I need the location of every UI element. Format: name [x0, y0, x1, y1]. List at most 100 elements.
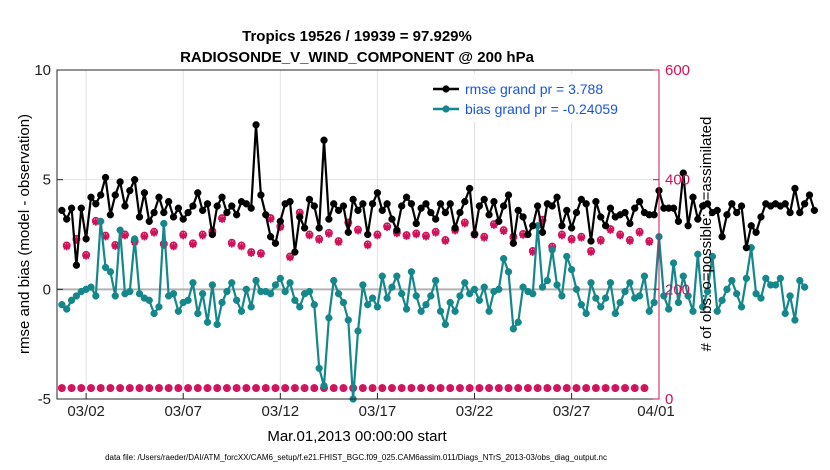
obs-assimilated-stroke — [150, 229, 158, 237]
rmse-point — [111, 191, 119, 199]
obs-assimilated-stroke — [165, 384, 172, 392]
bias-point — [354, 327, 362, 335]
bias-point — [228, 279, 236, 287]
rmse-point — [548, 202, 556, 210]
bias-point — [499, 254, 508, 263]
obs-assimilated-marker — [242, 384, 251, 392]
obs-assimilated-marker — [184, 384, 192, 392]
bias-point — [373, 303, 382, 311]
obs-assimilated-stroke — [544, 384, 551, 392]
obs-assimilated-stroke — [442, 237, 449, 245]
bias-point — [504, 268, 513, 276]
obs-assimilated-marker — [553, 384, 561, 392]
obs-assimilated-stroke — [616, 232, 624, 239]
rmse-point — [198, 206, 207, 215]
bias-point — [451, 307, 459, 315]
y-right-tick-label: 600 — [665, 62, 690, 79]
bias-point — [665, 305, 673, 313]
bias-point — [344, 316, 352, 324]
rmse-point — [422, 200, 430, 208]
bias-point — [694, 250, 702, 258]
bias-point — [718, 296, 726, 304]
bias-point — [800, 283, 809, 291]
bias-point — [640, 272, 649, 280]
obs-assimilated-marker — [87, 384, 95, 392]
rmse-series — [58, 121, 819, 269]
rmse-point — [242, 200, 250, 208]
rmse-point — [145, 217, 153, 225]
obs-assimilated-stroke — [145, 384, 153, 392]
rmse-point — [296, 213, 304, 221]
y-axis-left-ticks: -5 0 5 10 — [34, 62, 63, 408]
obs-assimilated-marker — [480, 233, 489, 242]
bias-point — [271, 281, 280, 289]
bias-point — [577, 301, 585, 309]
bias-point — [296, 303, 304, 311]
bias-point — [237, 307, 246, 315]
obs-assimilated-marker — [58, 384, 66, 392]
rmse-point — [262, 211, 270, 219]
bias-point — [194, 309, 202, 318]
obs-assimilated-marker — [533, 384, 542, 392]
obs-assimilated-marker — [101, 232, 110, 241]
rmse-point — [567, 224, 576, 232]
bias-point — [582, 309, 590, 318]
rmse-point — [538, 228, 547, 236]
x-tick-label: 03/07 — [164, 403, 202, 420]
bias-point — [232, 296, 241, 304]
obs-assimilated-stroke — [427, 384, 435, 392]
y-tick-label: -5 — [38, 391, 51, 408]
rmse-point — [300, 224, 309, 232]
bias-point — [723, 285, 731, 293]
obs-assimilated-stroke — [364, 242, 372, 249]
rmse-point — [626, 219, 634, 228]
obs-assimilated-stroke — [524, 384, 532, 392]
obs-assimilated-stroke — [417, 384, 425, 392]
obs-assimilated-stroke — [233, 384, 240, 392]
bias-point — [427, 292, 435, 300]
bias-point — [699, 303, 707, 311]
obs-assimilated-stroke — [534, 384, 541, 392]
bias-point — [781, 309, 789, 318]
rmse-point — [339, 202, 348, 210]
bias-point — [742, 274, 751, 283]
bias-point — [325, 314, 333, 322]
obs-assimilated-marker — [577, 233, 586, 242]
rmse-point — [674, 217, 683, 225]
obs-assimilated-stroke — [194, 384, 202, 392]
bias-point — [776, 274, 785, 283]
rmse-point — [436, 200, 445, 208]
obs-assimilated-stroke — [218, 215, 226, 223]
legend-bias-label: bias grand pr = -0.24059 — [465, 101, 618, 117]
obs-assimilated-marker — [96, 384, 105, 392]
rmse-point — [621, 208, 629, 217]
rmse-point — [223, 208, 231, 217]
y-axis-label: rmse and bias (model - observation) — [16, 114, 33, 354]
obs-assimilated-marker — [310, 384, 319, 392]
bias-point — [330, 276, 338, 285]
bias-point — [752, 290, 760, 298]
bias-point — [189, 279, 197, 287]
bias-point — [252, 276, 260, 285]
obs-assimilated-stroke — [412, 231, 420, 238]
rmse-point — [524, 230, 532, 239]
rmse-point — [77, 204, 85, 212]
rmse-point — [194, 189, 202, 197]
bias-point — [786, 292, 794, 300]
rmse-point — [334, 206, 343, 215]
bias-point — [635, 292, 644, 300]
bias-point — [771, 281, 780, 289]
obs-assimilated-marker — [514, 384, 523, 392]
obs-assimilated-marker — [77, 384, 86, 392]
bias-point — [388, 283, 396, 291]
obs-assimilated-stroke — [587, 248, 595, 256]
obs-assimilated-marker — [402, 232, 411, 240]
rmse-point — [635, 197, 644, 206]
bias-point — [456, 292, 464, 300]
obs-assimilated-marker — [524, 384, 532, 392]
obs-assimilated-marker — [150, 229, 158, 237]
obs-assimilated-marker — [630, 384, 639, 392]
rmse-point — [679, 169, 687, 177]
bias-point — [126, 287, 134, 296]
rmse-point — [174, 204, 183, 212]
